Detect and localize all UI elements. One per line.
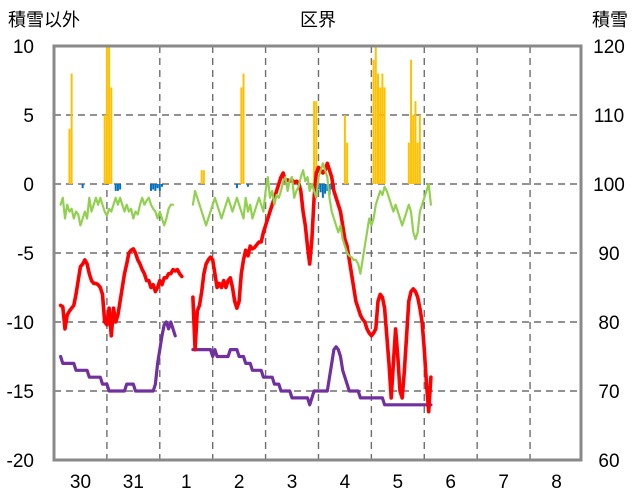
left-tick-label: -10 (7, 313, 34, 334)
x-tick-label: 3 (287, 472, 298, 493)
right-tick-label: 90 (598, 244, 619, 265)
blue-bar (324, 184, 327, 194)
orange-bar (346, 142, 349, 184)
left-tick-label: -5 (17, 244, 34, 265)
blue-bar (152, 184, 155, 190)
blue-bar (161, 184, 163, 187)
blue-bar (149, 184, 152, 191)
orange-bar (105, 46, 108, 184)
orange-bar (343, 115, 346, 184)
blue-bar (119, 184, 122, 190)
x-tick-label: 7 (498, 472, 509, 493)
left-tick-label: -15 (7, 382, 34, 403)
blue-bar (246, 184, 249, 187)
right-tick-label: 60 (598, 451, 619, 472)
blue-bar (154, 184, 157, 191)
blue-bar (156, 184, 159, 189)
left-tick-label: 10 (13, 37, 34, 58)
orange-bar (313, 101, 316, 184)
x-axis-ticks: 30 31 1 2 3 4 5 6 7 8 (70, 472, 562, 493)
orange-bar (410, 59, 413, 184)
blue-bar (116, 184, 119, 191)
orange-bar (103, 115, 106, 184)
red-series-line (191, 161, 433, 414)
right-axis-ticks: 120 110 100 90 80 70 60 (593, 37, 625, 472)
orange-bar (202, 170, 205, 184)
purple-series-line (191, 345, 433, 407)
blue-bar (81, 184, 84, 189)
right-tick-label: 100 (593, 175, 625, 196)
blue-bar (321, 184, 324, 198)
left-axis-ticks: 10 5 0 -5 -10 -15 -20 (7, 37, 34, 472)
blue-bar (235, 184, 238, 189)
orange-bar (414, 101, 417, 184)
orange-bar (200, 170, 203, 184)
orange-bar (374, 46, 377, 184)
x-tick-label: 31 (123, 472, 144, 493)
x-tick-label: 8 (551, 472, 562, 493)
right-tick-label: 70 (598, 382, 619, 403)
orange-bar (70, 73, 73, 184)
orange-bar (110, 87, 113, 184)
left-tick-label: 5 (23, 106, 34, 127)
x-tick-label: 2 (234, 472, 245, 493)
green-series-line (191, 162, 432, 275)
x-tick-label: 4 (340, 472, 351, 493)
x-tick-label: 5 (393, 472, 404, 493)
orange-bar (240, 87, 243, 184)
orange-bar (372, 59, 375, 184)
orange-bar (68, 128, 71, 184)
green-series-line (59, 196, 175, 227)
plot-frame (52, 44, 583, 462)
orange-bar (416, 142, 419, 184)
orange-bar (379, 87, 382, 184)
orange-bar (412, 115, 415, 184)
blue-bar (158, 184, 161, 191)
right-axis-title: 積雪 (592, 10, 628, 31)
x-tick-label: 1 (181, 472, 192, 493)
line-layer (58, 161, 433, 414)
blue-bar (319, 184, 322, 193)
orange-bar (376, 73, 379, 184)
x-tick-label: 6 (445, 472, 456, 493)
x-tick-label: 30 (70, 472, 91, 493)
left-tick-label: 0 (23, 175, 34, 196)
left-axis-title: 積雪以外 (8, 10, 80, 31)
red-series-line (58, 247, 184, 338)
orange-bar (108, 46, 111, 184)
right-tick-label: 110 (594, 106, 624, 127)
orange-bar (381, 73, 384, 184)
orange-bar (242, 73, 245, 184)
left-tick-label: -20 (7, 451, 34, 472)
orange-bar (418, 115, 421, 184)
blue-bar (114, 184, 117, 191)
orange-bar (407, 142, 410, 184)
orange-bar (315, 101, 318, 184)
orange-bar (383, 87, 386, 184)
chart-title: 区界 (300, 10, 336, 31)
right-tick-label: 80 (598, 313, 619, 334)
purple-series-line (58, 320, 177, 393)
right-tick-label: 120 (593, 37, 625, 58)
